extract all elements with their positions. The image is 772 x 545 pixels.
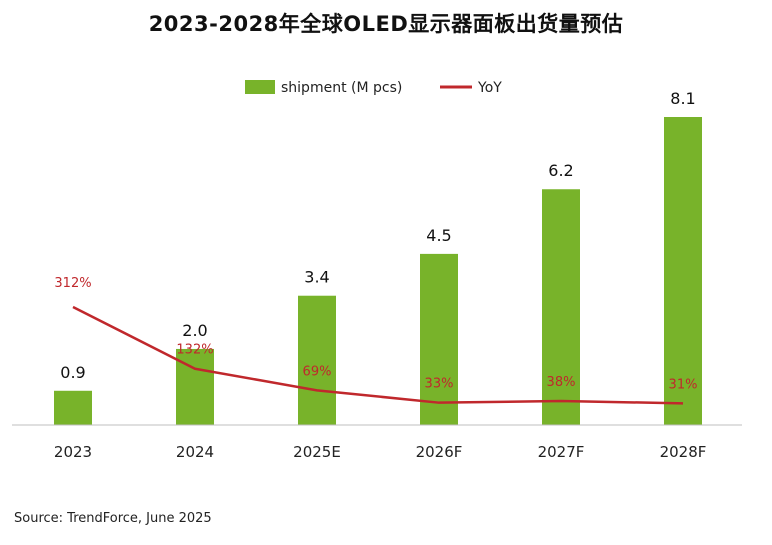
x-tick-label: 2024 — [176, 443, 214, 461]
yoy-line — [72, 305, 684, 405]
bar-value-label: 6.2 — [548, 161, 573, 180]
yoy-label: 69% — [303, 364, 332, 379]
bar-value-label: 4.5 — [426, 226, 451, 245]
source-note: Source: TrendForce, June 2025 — [14, 511, 212, 526]
bar-value-label: 3.4 — [304, 268, 329, 287]
plot-area: 0.9 2023 2.0 2024 3.4 2025E 4.5 2026F 6.2 2027F 8.… — [12, 89, 742, 461]
yoy-label: 31% — [669, 377, 698, 392]
yoy-label: 33% — [425, 377, 454, 392]
x-tick-label: 2028F — [660, 443, 707, 461]
bar-2023 — [54, 390, 92, 425]
bar-2025E — [298, 295, 336, 425]
legend: shipment (M pcs) YoY — [245, 80, 502, 96]
bar-2028F — [664, 117, 702, 425]
bar-value-label: 0.9 — [60, 363, 85, 382]
legend-bar-label: shipment (M pcs) — [281, 80, 402, 96]
x-tick-label: 2026F — [416, 443, 463, 461]
yoy-label: 38% — [547, 375, 576, 390]
yoy-label: 312% — [54, 276, 91, 291]
chart-title: 2023-2028年全球OLED显示器面板出货量预估 — [148, 12, 624, 36]
bar-2024 — [176, 348, 214, 425]
bar-value-label: 8.1 — [670, 89, 695, 108]
legend-bar-swatch — [245, 80, 275, 94]
yoy-label: 132% — [176, 343, 213, 358]
bar-2027F — [542, 189, 580, 425]
bar-2026F — [420, 253, 458, 425]
legend-line-label: YoY — [477, 80, 502, 96]
x-tick-label: 2023 — [54, 443, 92, 461]
x-tick-label: 2025E — [293, 443, 341, 461]
bar-value-label: 2.0 — [182, 321, 207, 340]
x-tick-label: 2027F — [538, 443, 585, 461]
